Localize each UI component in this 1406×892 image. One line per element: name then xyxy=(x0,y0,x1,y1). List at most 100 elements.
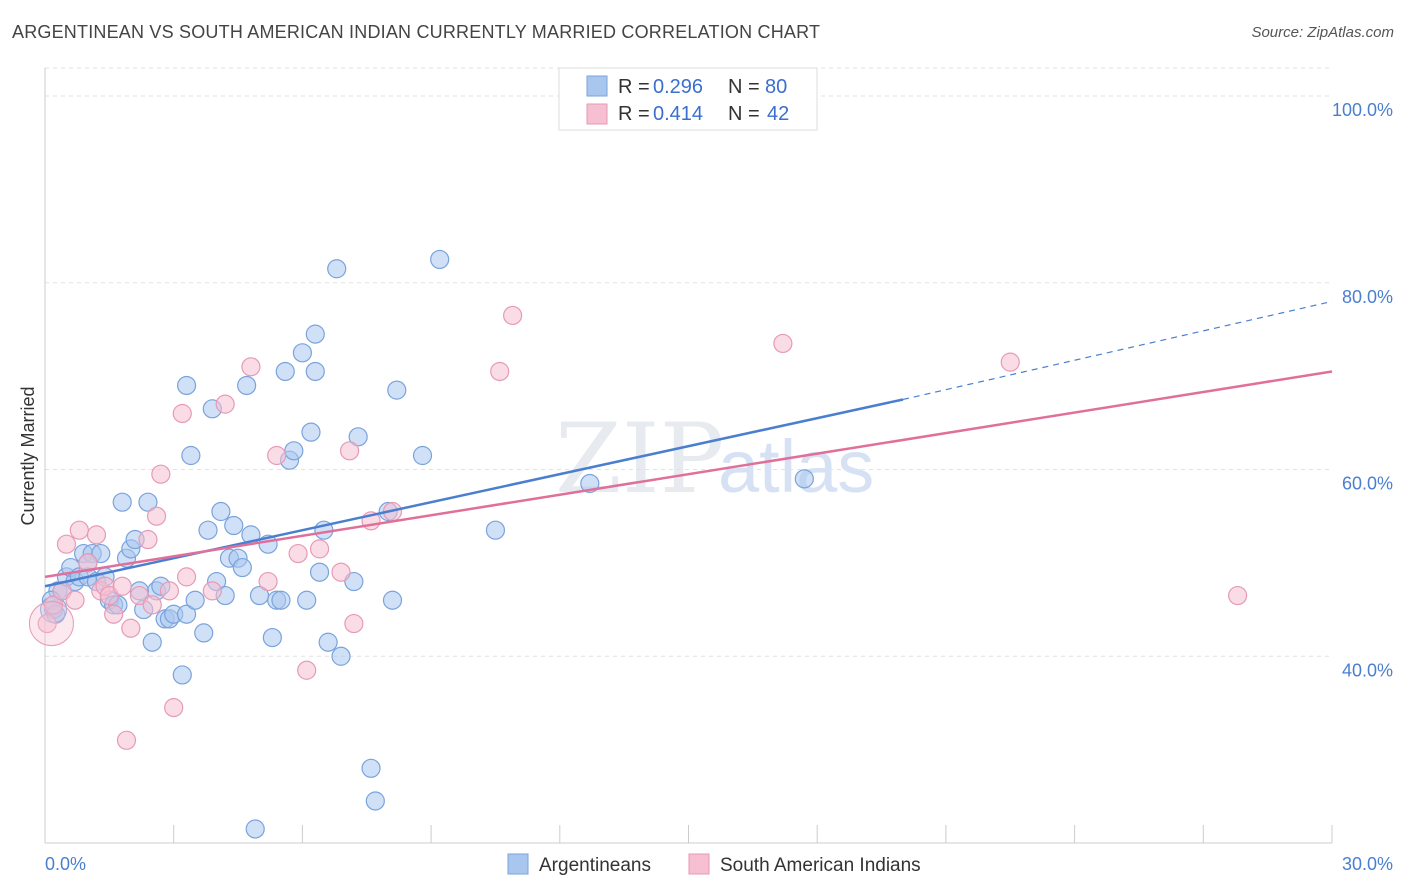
south-american-indians-point-32 xyxy=(331,562,351,582)
south-american-indians-point-7 xyxy=(86,525,107,545)
south-american-indians-point-21 xyxy=(164,698,184,718)
x-ticks xyxy=(44,825,1333,843)
series-argentineans xyxy=(40,249,814,839)
x-tick-label-max: 30.0% xyxy=(1342,854,1393,874)
south-american-indians-point-25 xyxy=(215,394,235,414)
south-american-indians-cluster-point xyxy=(28,601,74,647)
legend-r-label-2: R = xyxy=(618,103,655,125)
legend-r-label-1: R = xyxy=(618,76,655,98)
argentineans-point-62 xyxy=(331,646,351,666)
south-american-indians-point-16 xyxy=(138,529,158,550)
south-american-indians-point-27 xyxy=(258,571,278,592)
south-american-indians-point-0 xyxy=(37,613,57,634)
argentineans-point-44 xyxy=(245,819,265,839)
y-tick-label-1: 60.0% xyxy=(1342,474,1393,494)
argentineans-point-30 xyxy=(176,375,197,396)
south-american-indians-point-31 xyxy=(309,539,330,559)
y-tick-label-2: 80.0% xyxy=(1342,287,1393,307)
legend-n-value-2: 42 xyxy=(767,103,789,125)
south-american-indians-point-20 xyxy=(159,581,180,601)
south-american-indians-point-24 xyxy=(202,581,222,601)
south-american-indians-point-26 xyxy=(241,357,261,377)
argentineans-point-63 xyxy=(344,571,364,592)
south-american-indians-point-37 xyxy=(490,361,510,382)
argentineans-point-55 xyxy=(301,422,321,442)
south-american-indians-point-13 xyxy=(116,730,137,750)
south-american-indians-point-19 xyxy=(151,464,171,484)
y-tick-label-0: 40.0% xyxy=(1342,660,1393,680)
south-american-indians-point-12 xyxy=(112,576,132,596)
series-legend: Argentineans South American Indians xyxy=(507,853,921,876)
chart-title: ARGENTINEAN VS SOUTH AMERICAN INDIAN CUR… xyxy=(12,22,821,42)
argentineans-point-53 xyxy=(292,343,312,363)
argentineans-point-21 xyxy=(138,492,158,512)
legend-r-value-1: 0.296 xyxy=(653,76,703,98)
series-legend-swatch-pink xyxy=(688,853,710,875)
south-american-indians-point-30 xyxy=(297,660,317,680)
argentineans-point-16 xyxy=(112,492,132,512)
argentineans-point-49 xyxy=(271,590,291,610)
argentineans-point-41 xyxy=(232,557,252,578)
south-american-indians-point-39 xyxy=(773,333,793,354)
south-american-indians-point-29 xyxy=(288,543,308,564)
south-american-indians-point-28 xyxy=(267,445,287,466)
stats-legend: R = 0.296 N = 80 R = 0.414 N = 42 xyxy=(558,67,818,131)
argentineans-point-32 xyxy=(185,590,205,610)
south-american-indians-point-41 xyxy=(1228,585,1248,606)
legend-swatch-blue xyxy=(586,75,608,97)
argentineans-point-22 xyxy=(142,632,162,652)
south-american-indians-trend-line xyxy=(44,370,1333,579)
argentineans-point-52 xyxy=(284,441,304,461)
argentineans-point-56 xyxy=(305,361,325,382)
south-american-indians-point-3 xyxy=(56,534,77,554)
argentineans-point-68 xyxy=(382,590,403,610)
chart-source: Source: ZipAtlas.com xyxy=(1251,24,1394,41)
south-american-indians-point-17 xyxy=(142,595,162,615)
argentineans-point-28 xyxy=(172,665,192,685)
argentineans-point-50 xyxy=(275,361,295,382)
argentineans-trend-extension xyxy=(902,300,1333,401)
legend-r-value-2: 0.414 xyxy=(653,103,703,125)
series-south-american-indians xyxy=(28,305,1248,750)
south-american-indians-point-38 xyxy=(503,305,523,326)
south-american-indians-point-10 xyxy=(99,585,119,606)
argentineans-point-54 xyxy=(297,590,317,610)
x-tick-label-min: 0.0% xyxy=(45,854,86,874)
argentineans-point-70 xyxy=(412,445,433,466)
y-tick-labels: 40.0% 60.0% 80.0% 100.0% xyxy=(1332,100,1393,680)
south-american-indians-point-40 xyxy=(1000,352,1020,372)
legend-n-label-2: N = xyxy=(728,103,765,125)
argentineans-point-47 xyxy=(262,627,282,648)
south-american-indians-point-5 xyxy=(69,520,89,540)
argentineans-point-74 xyxy=(794,469,814,489)
argentineans-point-34 xyxy=(198,520,218,540)
legend-swatch-pink xyxy=(586,103,608,125)
argentineans-point-58 xyxy=(309,562,330,582)
argentineans-point-65 xyxy=(361,758,381,778)
argentineans-point-72 xyxy=(485,520,506,540)
y-tick-label-3: 100.0% xyxy=(1332,100,1393,120)
argentineans-point-57 xyxy=(305,324,325,344)
watermark-zip: ZIP xyxy=(555,403,724,515)
argentineans-point-37 xyxy=(211,501,231,522)
argentineans-point-11 xyxy=(91,543,111,564)
argentineans-point-69 xyxy=(387,380,407,400)
south-american-indians-point-18 xyxy=(146,506,167,526)
argentineans-point-31 xyxy=(181,445,201,466)
argentineans-point-29 xyxy=(176,604,197,624)
argentineans-point-33 xyxy=(194,623,214,643)
legend-n-label-1: N = xyxy=(728,76,765,98)
south-american-indians-point-34 xyxy=(344,613,364,634)
argentineans-point-60 xyxy=(318,632,338,652)
argentineans-point-61 xyxy=(327,259,347,279)
series-legend-swatch-blue xyxy=(507,853,529,875)
trend-lines xyxy=(44,300,1333,588)
south-american-indians-point-23 xyxy=(176,567,197,587)
argentineans-point-42 xyxy=(237,375,257,396)
argentineans-point-64 xyxy=(348,427,368,447)
y-axis-label: Currently Married xyxy=(18,386,38,525)
series-legend-label-argentineans: Argentineans xyxy=(539,855,651,876)
series-legend-label-south-american-indians: South American Indians xyxy=(720,855,921,876)
south-american-indians-point-4 xyxy=(65,590,85,610)
